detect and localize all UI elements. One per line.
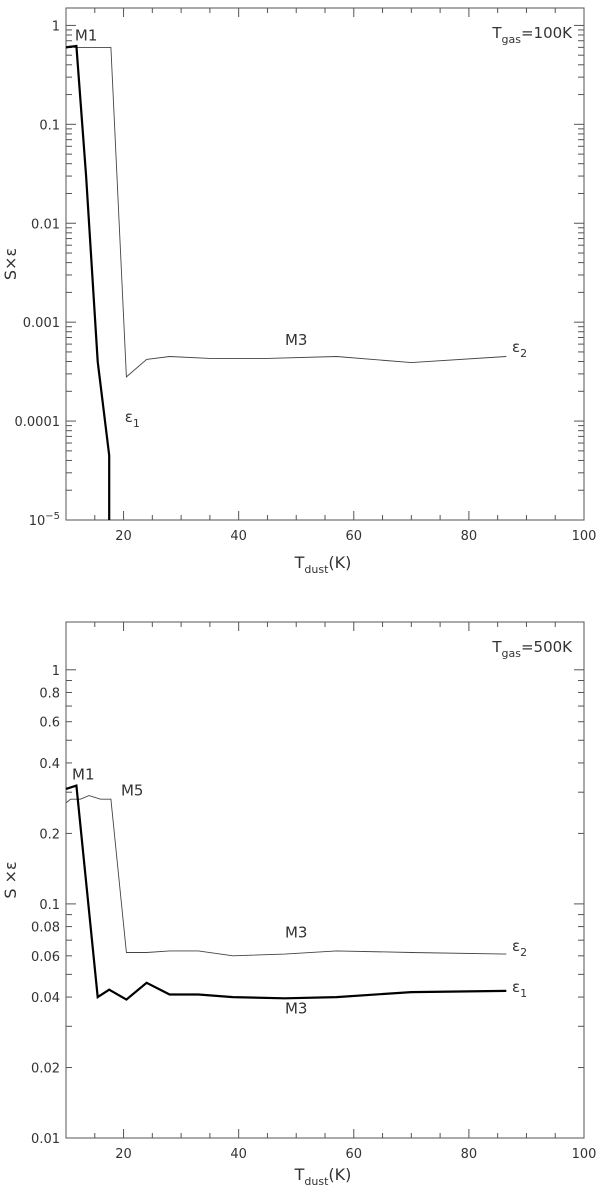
y-tick-label: 0.01 [31, 217, 60, 232]
plot-frame [65, 7, 585, 521]
y-axis-label: S ×ε [1, 861, 20, 898]
y-tick-label: 0.04 [31, 991, 60, 1006]
y-tick-label: 0.8 [39, 686, 60, 701]
x-tick-label: 60 [346, 1147, 363, 1162]
annotation-label: M1 [75, 27, 98, 45]
y-tick-label: 0.2 [39, 827, 60, 842]
plot-frame [65, 621, 585, 1139]
y-tick-label: 0.6 [39, 716, 60, 731]
annotation-label: M5 [121, 782, 144, 800]
series-line-thin [65, 45, 507, 378]
bottom-chart: 20 40 60 80 100 1 0.8 0.6 0.4 0.2 0.1 0.08 0.06 0.04 0… [1, 621, 597, 1188]
x-tick-label: 60 [346, 529, 363, 544]
y-tick-label: 0.1 [39, 118, 60, 133]
y-tick-label: 0.08 [31, 921, 60, 936]
y-tick-label: 0.4 [39, 757, 60, 772]
y-axis-label: S×ε [1, 248, 20, 280]
x-tick-label: 20 [115, 529, 132, 544]
annotation-label: ε2 [512, 338, 527, 360]
y-tick-label: 0.001 [23, 316, 60, 331]
x-tick-label: 80 [461, 529, 478, 544]
y-tick-label: 0.1 [39, 898, 60, 913]
annotation-label: M3 [285, 331, 308, 349]
gas-temperature-label: Tgas=100K [491, 24, 573, 46]
annotation-label: M1 [72, 765, 95, 783]
x-axis-label: Tdust(K) [294, 553, 352, 576]
x-axis-label: Tdust(K) [294, 1165, 352, 1188]
annotation-label: ε2 [512, 937, 527, 959]
y-tick-label: 0.0001 [15, 415, 61, 430]
annotation-label: ε1 [125, 408, 140, 430]
series-line-thin [65, 795, 507, 957]
gas-temperature-label: Tgas=500K [491, 638, 573, 660]
annotation-label: M3 [285, 923, 308, 941]
series-line-thick [65, 784, 507, 1001]
x-tick-label: 40 [230, 529, 247, 544]
x-tick-label: 20 [115, 1147, 132, 1162]
annotation-label: M3 [285, 1000, 308, 1018]
y-tick-label: 1 [52, 664, 60, 679]
y-tick-label: 0.06 [31, 950, 60, 965]
x-tick-label: 100 [572, 529, 597, 544]
x-tick-label: 40 [230, 1147, 247, 1162]
y-tick-label: 1 [52, 19, 60, 34]
series-line-thick [65, 44, 111, 520]
y-tick-label: 0.02 [31, 1062, 60, 1077]
x-tick-label: 80 [461, 1147, 478, 1162]
x-tick-label: 100 [572, 1147, 597, 1162]
y-tick-label: 10−5 [29, 511, 60, 529]
top-chart: 20 40 60 80 100 1 0.1 0.01 0.001 0.0001 10−5 M1 M3 ε2… [1, 7, 597, 576]
y-tick-label: 0.01 [31, 1132, 60, 1147]
annotation-label: ε1 [512, 978, 527, 1000]
